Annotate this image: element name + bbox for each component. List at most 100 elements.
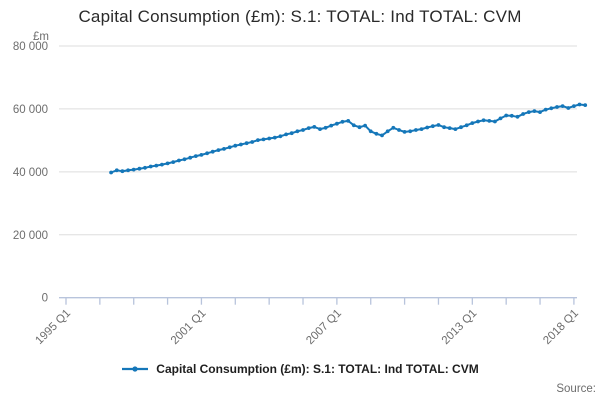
data-point-marker — [453, 127, 458, 131]
data-point-marker — [284, 132, 288, 137]
data-point-marker — [126, 168, 130, 173]
data-point-marker — [109, 170, 113, 175]
data-point-marker — [493, 119, 497, 124]
data-point-marker — [577, 102, 582, 107]
data-point-marker — [301, 128, 305, 132]
x-tick-label: 1995 Q1 — [33, 307, 73, 347]
data-point-marker — [385, 129, 390, 134]
data-point-marker — [312, 125, 317, 129]
line-chart-plot-area: £m80 000 60 000 40 000 20 000 0 1995 Q1 2001 Q… — [13, 31, 588, 347]
data-point-marker — [521, 112, 525, 116]
data-point-marker — [340, 119, 345, 124]
data-point-marker — [295, 129, 300, 134]
data-point-marker — [182, 157, 187, 162]
data-point-marker — [414, 128, 418, 132]
chart-legend: Capital Consumption (£m): S.1: TOTAL: In… — [0, 362, 600, 376]
data-point-marker — [233, 143, 238, 148]
data-point-marker — [278, 134, 283, 139]
data-point-marker — [114, 168, 119, 173]
data-line — [110, 103, 587, 174]
legend-line-marker-icon — [122, 366, 149, 372]
data-point-marker — [120, 169, 125, 174]
data-point-marker — [289, 131, 294, 136]
data-point-marker — [368, 129, 373, 134]
data-point-marker — [261, 137, 266, 142]
data-point-marker — [131, 167, 136, 172]
data-point-marker — [583, 103, 588, 107]
data-point-marker — [160, 162, 164, 167]
x-tick-label: 2007 Q1 — [304, 307, 344, 347]
data-point-marker — [459, 125, 463, 130]
data-point-marker — [515, 114, 520, 119]
data-point-marker — [504, 113, 509, 118]
data-point-marker — [391, 125, 396, 130]
data-point-marker — [481, 118, 486, 123]
data-point-marker — [470, 121, 475, 125]
data-point-marker — [323, 125, 328, 130]
data-point-marker — [487, 119, 492, 123]
y-tick-label: 40 000 — [13, 167, 48, 179]
data-point-marker — [335, 121, 339, 126]
data-point-marker — [357, 125, 362, 130]
data-point-marker — [256, 138, 260, 143]
data-point-marker — [425, 125, 430, 130]
data-point-marker — [374, 131, 379, 136]
data-point-marker — [402, 130, 407, 134]
legend-series-label: Capital Consumption (£m): S.1: TOTAL: In… — [156, 362, 479, 376]
data-point-marker — [329, 123, 334, 128]
data-point-marker — [532, 109, 537, 113]
data-point-marker — [351, 123, 356, 128]
source-attribution: Source: — [556, 383, 596, 395]
data-point-marker — [526, 110, 531, 114]
data-point-marker — [447, 126, 452, 130]
data-point-marker — [543, 107, 548, 112]
x-tick-label: 2001 Q1 — [169, 307, 209, 347]
data-point-marker — [306, 126, 311, 130]
data-point-marker — [509, 113, 514, 118]
data-point-marker — [464, 123, 469, 128]
data-point-marker — [267, 136, 272, 141]
data-point-marker — [244, 141, 249, 146]
data-point-marker — [408, 129, 413, 134]
data-point-marker — [560, 104, 565, 108]
y-axis-unit-label: £m — [33, 31, 49, 43]
data-point-marker — [430, 124, 435, 129]
data-point-marker — [216, 148, 221, 153]
data-point-marker — [199, 153, 204, 157]
y-tick-label: 20 000 — [13, 230, 48, 242]
data-point-marker — [154, 163, 159, 168]
data-point-marker — [188, 155, 193, 160]
data-point-marker — [549, 106, 554, 111]
data-point-marker — [205, 151, 210, 156]
data-point-marker — [165, 161, 170, 166]
data-point-marker — [177, 158, 181, 163]
data-point-marker — [193, 154, 198, 159]
data-point-marker — [222, 147, 226, 151]
chart-title: Capital Consumption (£m): S.1: TOTAL: In… — [78, 7, 522, 26]
data-point-marker — [442, 125, 446, 130]
data-point-marker — [566, 106, 571, 110]
data-point-marker — [137, 166, 142, 171]
data-point-marker — [250, 140, 255, 144]
data-point-marker — [538, 110, 542, 114]
y-tick-label: 0 — [42, 293, 48, 305]
data-point-marker — [498, 116, 503, 121]
data-point-marker — [143, 165, 147, 170]
data-point-marker — [476, 119, 480, 124]
data-point-marker — [148, 164, 153, 169]
data-point-marker — [346, 119, 351, 123]
x-tick-label: 2018 Q1 — [541, 307, 581, 347]
y-tick-label: 60 000 — [13, 104, 48, 116]
data-point-marker — [397, 128, 401, 132]
data-point-marker — [239, 142, 243, 147]
data-point-marker — [318, 127, 322, 131]
data-point-marker — [436, 123, 441, 127]
x-tick-label: 2013 Q1 — [440, 307, 480, 347]
data-point-marker — [227, 145, 232, 150]
data-point-marker — [363, 123, 367, 128]
y-tick-label: 80 000 — [13, 41, 48, 53]
data-point-marker — [380, 133, 384, 138]
data-point-marker — [272, 135, 277, 140]
data-point-marker — [210, 149, 215, 154]
